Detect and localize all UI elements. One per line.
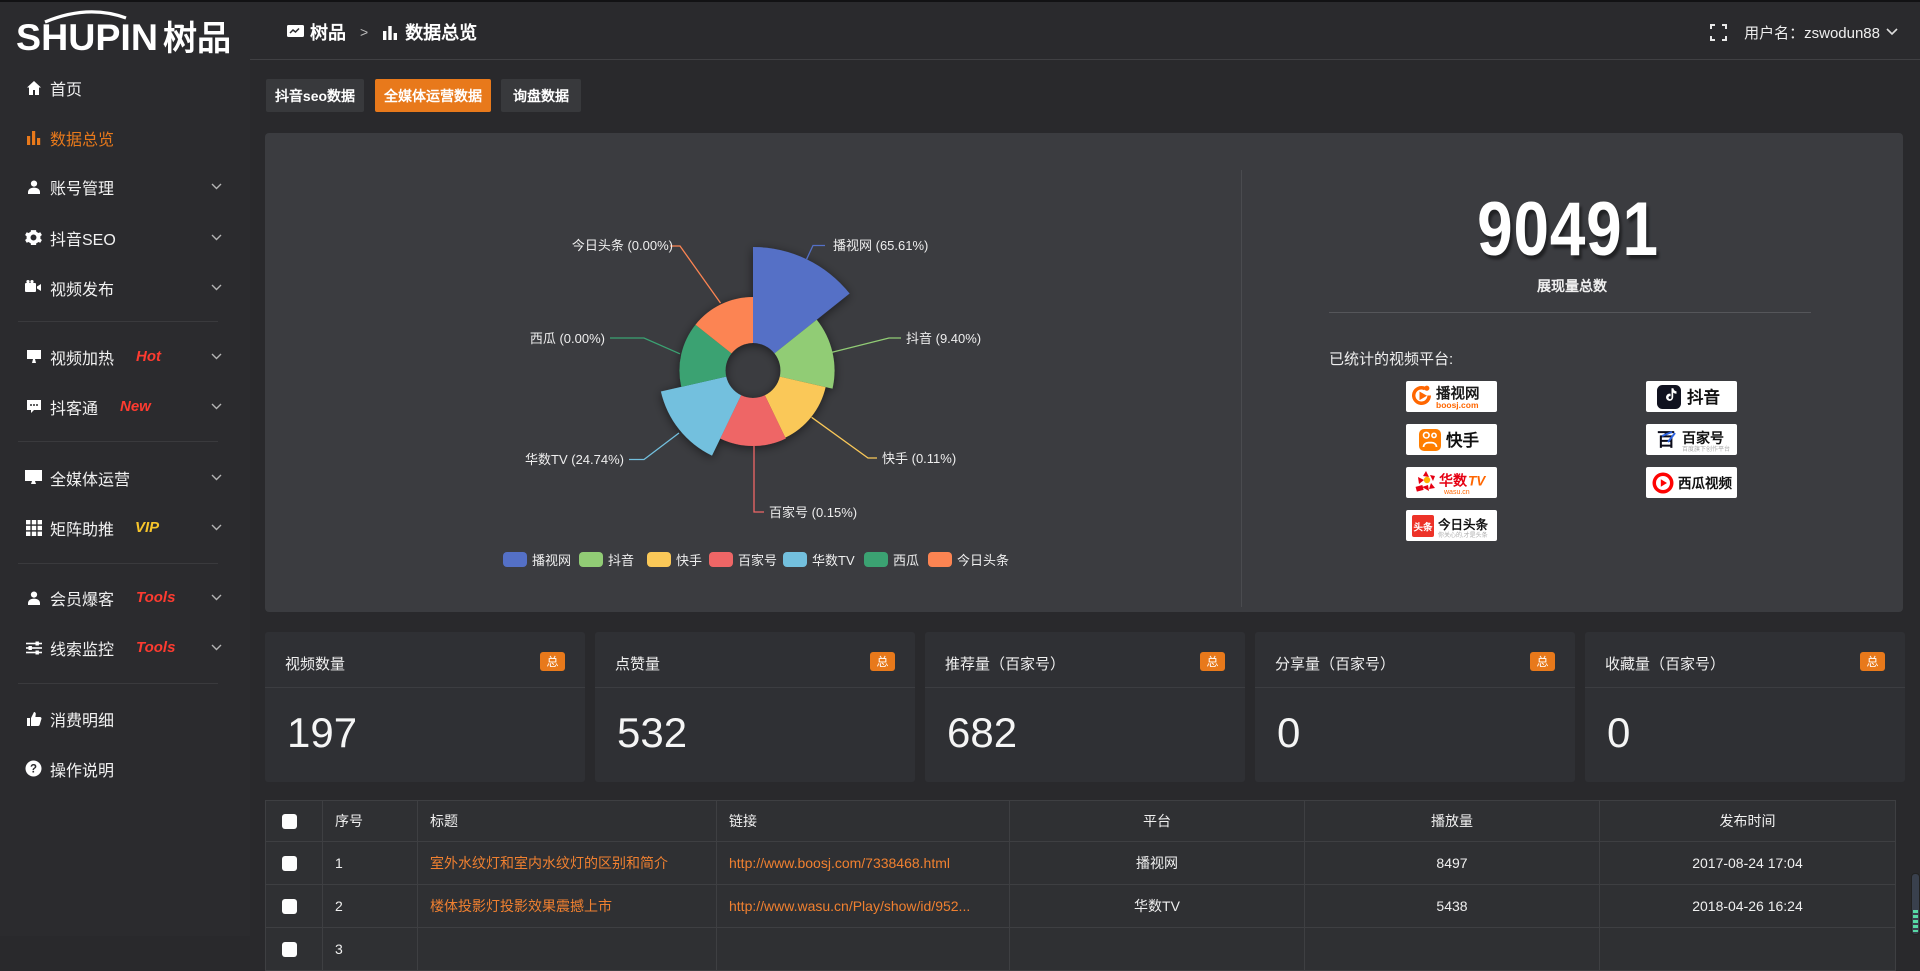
svg-text:抖音: 抖音 <box>608 553 634 568</box>
svg-text:今日头条: 今日头条 <box>957 553 1009 568</box>
svg-text:快手 (0.11%): 快手 (0.11%) <box>882 451 956 466</box>
svg-text:播视网: 播视网 <box>1436 384 1480 402</box>
svg-text:头条: 头条 <box>1413 521 1433 533</box>
svg-text:华数TV (24.74%): 华数TV (24.74%) <box>525 452 624 467</box>
svg-text:百度旗下创作平台: 百度旗下创作平台 <box>1682 445 1730 453</box>
svg-text:西瓜 (0.00%): 西瓜 (0.00%) <box>530 331 605 346</box>
svg-text:wasu.cn: wasu.cn <box>1443 489 1470 496</box>
svg-text:华数TV: 华数TV <box>812 553 855 568</box>
svg-text:?: ? <box>30 764 37 776</box>
svg-text:抖音: 抖音 <box>1687 387 1720 407</box>
svg-text:树品: 树品 <box>163 20 231 58</box>
svg-text:百家号: 百家号 <box>1682 430 1724 446</box>
svg-text:西瓜: 西瓜 <box>893 553 919 568</box>
svg-text:TV: TV <box>1468 473 1486 488</box>
svg-text:华数: 华数 <box>1439 472 1468 488</box>
svg-text:boosj.com: boosj.com <box>1436 400 1479 410</box>
svg-text:西瓜视频: 西瓜视频 <box>1678 475 1732 491</box>
svg-text:今日头条 (0.00%): 今日头条 (0.00%) <box>572 238 673 253</box>
svg-text:百家号 (0.15%): 百家号 (0.15%) <box>769 505 857 520</box>
svg-text:播视网: 播视网 <box>532 553 571 568</box>
svg-text:你关心的,才是头条: 你关心的,才是头条 <box>1438 531 1488 539</box>
svg-text:播视网 (65.61%): 播视网 (65.61%) <box>833 238 928 253</box>
svg-text:快手: 快手 <box>1446 430 1480 450</box>
svg-text:今日头条: 今日头条 <box>1437 517 1489 532</box>
svg-text:快手: 快手 <box>676 553 702 568</box>
svg-text:SHUPIN: SHUPIN <box>16 17 158 58</box>
svg-text:百: 百 <box>1657 430 1675 450</box>
svg-text:抖音 (9.40%): 抖音 (9.40%) <box>906 331 981 346</box>
svg-text:百家号: 百家号 <box>738 553 777 568</box>
